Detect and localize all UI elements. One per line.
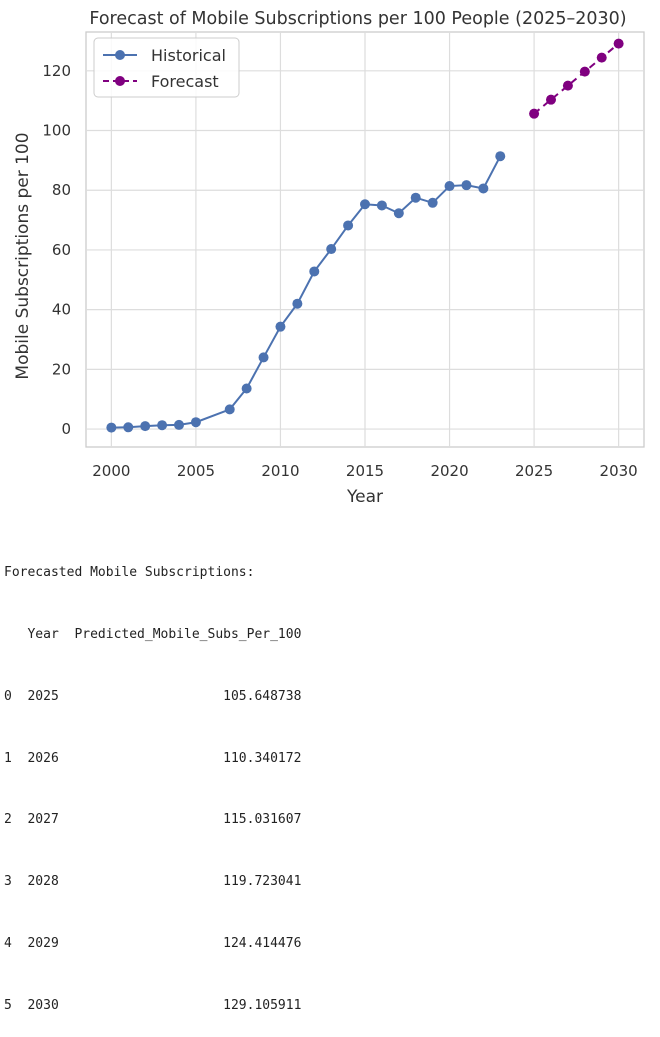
output-table-row: 0 2025 105.648738 [4,688,302,704]
historical-point [224,404,235,415]
y-tick-label: 40 [52,301,71,319]
forecast-point [613,38,624,49]
historical-point [309,266,320,277]
y-axis-label: Mobile Subscriptions per 100 [13,132,33,379]
data-series [106,38,624,433]
x-tick-label: 2020 [430,462,468,480]
historical-point [140,421,151,432]
output-table-row: 3 2028 119.723041 [4,874,302,890]
grid-lines [86,32,644,447]
historical-point [123,422,134,433]
output-table-row: 2 2027 115.031607 [4,812,302,828]
historical-point [376,200,387,211]
historical-point [157,420,168,431]
historical-point [461,180,472,191]
historical-point [292,298,303,309]
historical-point [343,220,354,231]
historical-point [495,151,506,162]
output-table-row: 5 2030 129.105911 [4,997,302,1013]
legend-historical-label: Historical [151,46,226,65]
x-tick-label: 2015 [346,462,384,480]
output-table-row: 1 2026 110.340172 [4,750,302,766]
chart-title: Forecast of Mobile Subscriptions per 100… [89,9,626,29]
legend: Historical Forecast [93,37,240,98]
y-tick-label: 120 [42,62,71,80]
historical-point [410,192,421,203]
y-tick-label: 60 [52,241,71,259]
historical-point [360,199,370,210]
historical-point [241,383,252,394]
x-tick-label: 2010 [261,462,299,480]
tick-labels: 2000 2005 2010 2015 2020 2025 2030 0 20 40 60 80 100… [42,62,637,480]
legend-historical-marker [115,50,125,60]
historical-point [275,321,286,332]
historical-point [174,419,184,430]
x-tick-label: 2000 [92,462,130,480]
output-table-row: 4 2029 124.414476 [4,935,302,951]
y-tick-label: 20 [52,360,71,378]
forecast-point [546,94,556,105]
forecast-series-line [533,42,620,115]
forecast-point [562,80,573,91]
output-table-header: Year Predicted_Mobile_Subs_Per_100 [4,626,302,642]
historical-series-line [111,155,502,429]
x-tick-label: 2030 [600,462,638,480]
forecast-output: Forecasted Mobile Subscriptions: Year Pr… [4,522,301,1037]
historical-point [258,352,269,363]
x-axis-label: Year [346,487,383,507]
historical-point [326,244,337,255]
y-tick-label: 100 [42,122,71,140]
x-tick-label: 2025 [515,462,553,480]
legend-forecast-label: Forecast [151,72,219,91]
forecast-point [529,108,540,119]
forecast-point [579,66,590,77]
historical-point [106,422,117,433]
historical-point [478,183,489,194]
output-heading: Forecasted Mobile Subscriptions: [4,565,255,581]
y-tick-label: 0 [61,420,71,438]
forecast-point [596,52,607,63]
x-tick-label: 2005 [177,462,215,480]
historical-point [190,417,201,428]
historical-point [444,181,455,192]
historical-point [427,197,438,208]
legend-forecast-marker [115,76,125,86]
forecast-chart: Forecast of Mobile Subscriptions per 100… [13,9,645,507]
y-tick-label: 80 [52,181,71,199]
legend-box [93,37,240,98]
historical-point [393,208,404,219]
